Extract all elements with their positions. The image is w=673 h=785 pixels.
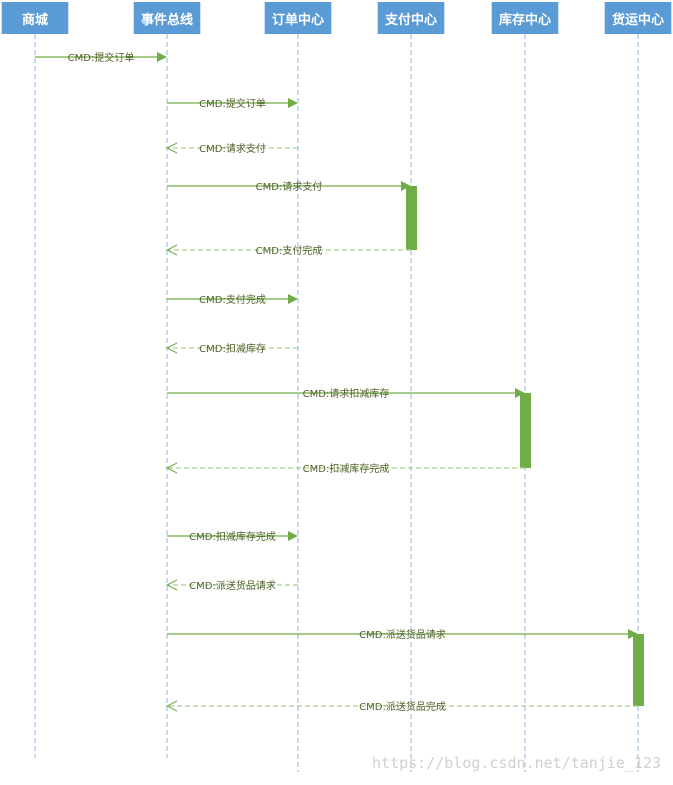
- activation-bar: [520, 393, 531, 468]
- open-arrowhead-icon: [165, 700, 178, 712]
- arrowhead-icon: [628, 629, 638, 639]
- message-sync: CMD:支付完成: [167, 293, 298, 306]
- message-label: CMD:派送货品请求: [189, 579, 276, 592]
- message-sync: CMD:请求支付: [167, 180, 411, 193]
- participant-header: 事件总线: [133, 2, 201, 34]
- message-reply: CMD:支付完成: [165, 244, 411, 257]
- message-sync: CMD:请求扣减库存: [167, 387, 525, 400]
- message-sync: CMD:扣减库存完成: [167, 530, 298, 543]
- open-arrowhead-icon: [165, 342, 178, 354]
- open-arrowhead-icon: [165, 244, 178, 256]
- arrowhead-icon: [288, 98, 298, 108]
- participant-header: 商城: [1, 2, 69, 34]
- message-label: CMD:提交订单: [68, 51, 135, 64]
- open-arrowhead-icon: [165, 579, 178, 591]
- arrowhead-icon: [288, 531, 298, 541]
- message-sync: CMD:提交订单: [167, 97, 298, 110]
- message-label: CMD:派送货品请求: [359, 628, 446, 641]
- message-label: CMD:派送货品完成: [359, 700, 446, 713]
- message-label: CMD:支付完成: [256, 244, 323, 257]
- message-sync: CMD:提交订单: [35, 51, 167, 64]
- message-label: CMD:扣减库存: [199, 342, 266, 355]
- arrowhead-icon: [288, 294, 298, 304]
- message-label: CMD:扣减库存完成: [303, 462, 390, 475]
- message-reply: CMD:扣减库存: [165, 342, 298, 355]
- message-reply: CMD:扣减库存完成: [165, 462, 525, 475]
- message-reply: CMD:派送货品完成: [165, 700, 638, 713]
- open-arrowhead-icon: [165, 142, 178, 154]
- arrowhead-icon: [515, 388, 525, 398]
- participant-header: 支付中心: [377, 2, 445, 34]
- arrowhead-icon: [401, 181, 411, 191]
- message-label: CMD:扣减库存完成: [189, 530, 276, 543]
- arrowhead-icon: [157, 52, 167, 62]
- message-label: CMD:提交订单: [199, 97, 266, 110]
- message-label: CMD:支付完成: [199, 293, 266, 306]
- message-label: CMD:请求支付: [256, 180, 323, 193]
- message-label: CMD:请求扣减库存: [303, 387, 390, 400]
- participant-header: 货运中心: [604, 2, 672, 34]
- message-reply: CMD:派送货品请求: [165, 579, 298, 592]
- activation-bar: [406, 186, 417, 250]
- message-reply: CMD:请求支付: [165, 142, 298, 155]
- participant-header: 库存中心: [491, 2, 559, 34]
- watermark: https://blog.csdn.net/tanjie_123: [372, 754, 661, 772]
- activation-bar: [633, 634, 644, 706]
- message-sync: CMD:派送货品请求: [167, 628, 638, 641]
- open-arrowhead-icon: [165, 462, 178, 474]
- message-label: CMD:请求支付: [199, 142, 266, 155]
- participant-header: 订单中心: [264, 2, 332, 34]
